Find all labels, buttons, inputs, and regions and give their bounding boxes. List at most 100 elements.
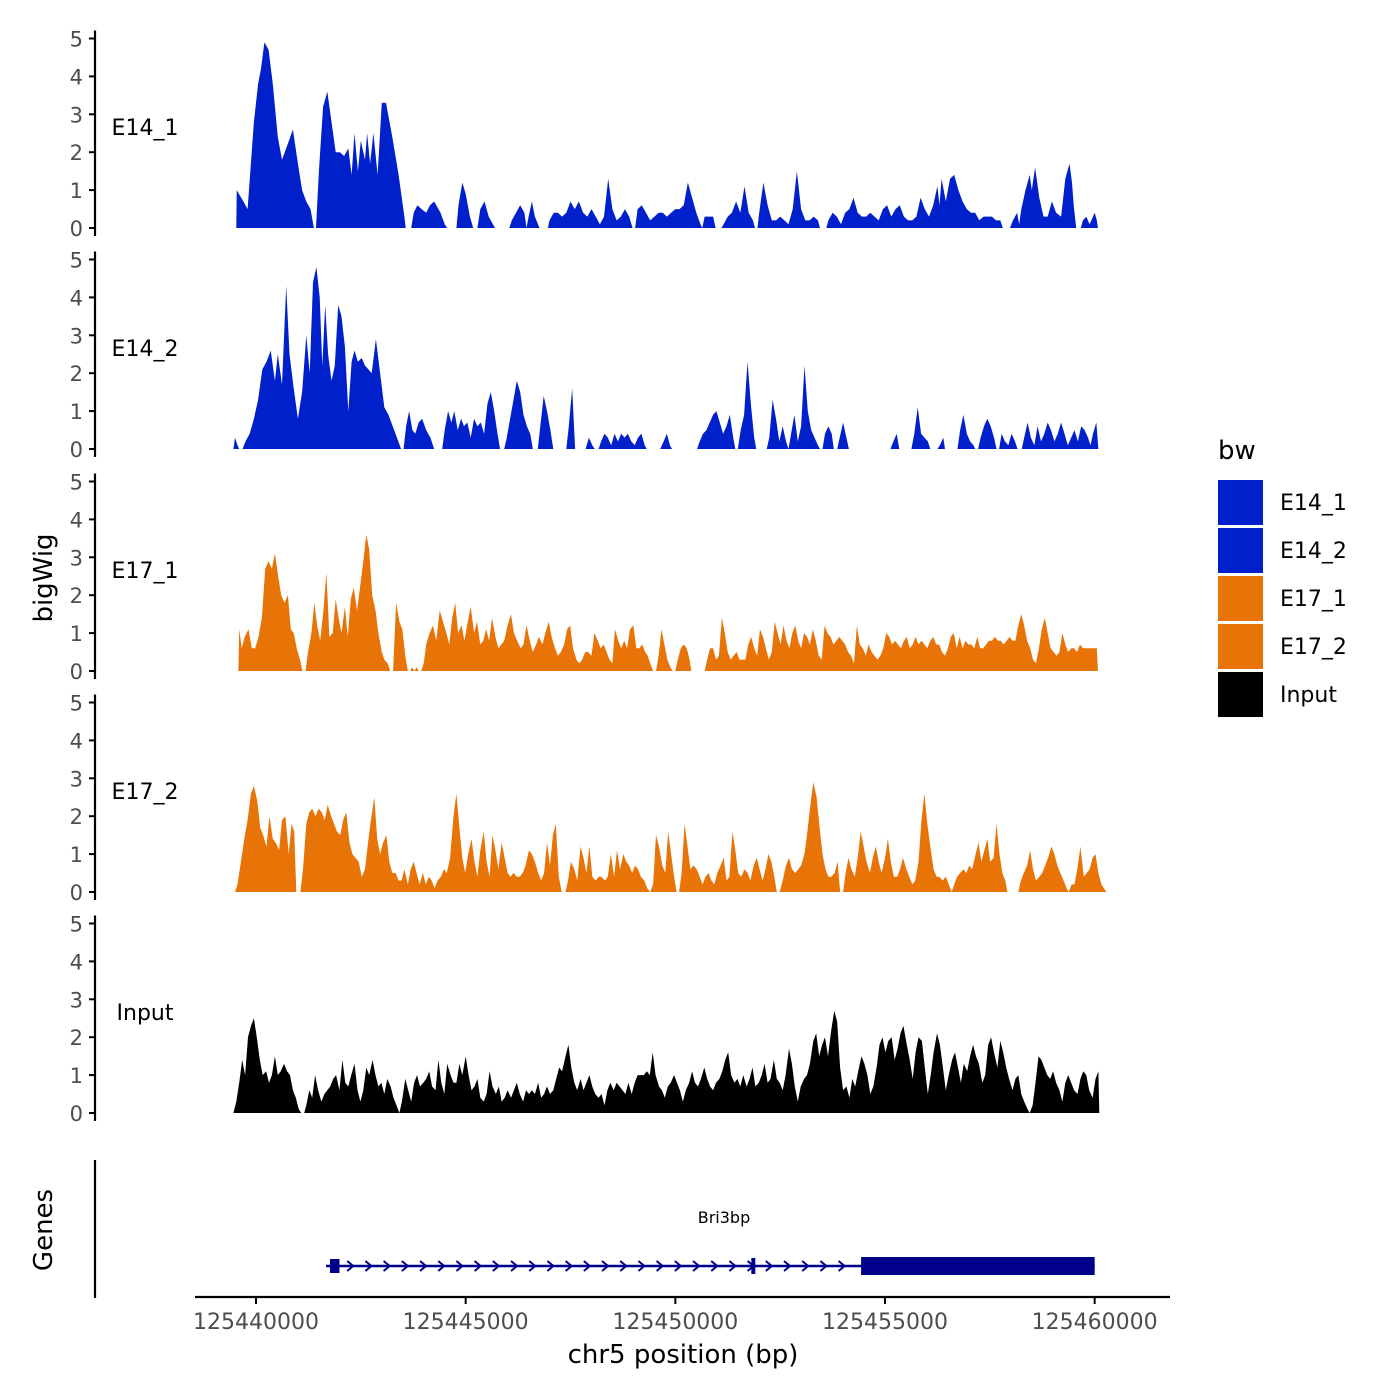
y-tick-label: 4 xyxy=(70,508,83,532)
track-label: E14_2 xyxy=(112,337,179,362)
strand-arrow xyxy=(419,1260,428,1272)
y-tick-label: 2 xyxy=(70,362,83,386)
legend-title: bw xyxy=(1218,436,1256,466)
track-E14_1: 0 1 2 3 4 5 E14_1 xyxy=(70,28,1099,241)
x-tick-label: 125440000 xyxy=(193,1310,319,1335)
coverage-tracks: 0 1 2 3 4 5 E14_1 0 1 2 3 4 5 E14_2 0 1 2 3 4 5 E17_1 0 1 2 3 4 5 E… xyxy=(70,28,1107,1126)
track-E14_2: 0 1 2 3 4 5 E14_2 xyxy=(70,249,1099,462)
strand-arrow xyxy=(837,1260,847,1272)
strand-arrow xyxy=(528,1260,537,1272)
legend-swatch xyxy=(1218,480,1263,525)
y-tick-label: 1 xyxy=(70,400,83,424)
y-tick-label: 2 xyxy=(70,141,83,165)
x-tick-label: 125445000 xyxy=(403,1310,529,1335)
strand-arrow xyxy=(637,1260,646,1272)
coverage-area-E14_1 xyxy=(236,42,1099,228)
legend-label: E17_1 xyxy=(1280,587,1347,612)
y-tick-label: 0 xyxy=(70,438,83,462)
y-tick-label: 2 xyxy=(70,805,83,829)
legend-item: E17_1 xyxy=(1218,576,1347,621)
gene-exon-thick xyxy=(861,1257,1095,1275)
y-tick-label: 3 xyxy=(70,324,83,348)
strand-arrow xyxy=(801,1260,810,1272)
coverage-area-E14_2 xyxy=(233,267,1099,449)
gene-track-title: Genes xyxy=(29,1189,59,1271)
y-tick-label: 0 xyxy=(70,1102,83,1126)
y-tick-label: 0 xyxy=(70,217,83,241)
y-tick-label: 4 xyxy=(70,729,83,753)
strand-arrow xyxy=(564,1260,574,1272)
coverage-area-E17_1 xyxy=(238,534,1098,671)
y-axis-title: bigWig xyxy=(29,533,59,622)
coverage-area-E17_2 xyxy=(235,782,1107,892)
strand-arrow xyxy=(692,1260,701,1272)
legend-label: E14_1 xyxy=(1280,491,1347,516)
y-tick-label: 3 xyxy=(70,103,83,127)
track-E17_2: 0 1 2 3 4 5 E17_2 xyxy=(70,692,1107,905)
gene-name-label: Bri3bp xyxy=(698,1208,751,1227)
strand-arrow xyxy=(473,1260,483,1272)
legend-label: E17_2 xyxy=(1280,635,1347,660)
strand-arrow xyxy=(583,1260,592,1272)
x-axis-title: chr5 position (bp) xyxy=(568,1340,799,1370)
y-tick-label: 4 xyxy=(70,286,83,310)
legend-label: E14_2 xyxy=(1280,539,1347,564)
strand-arrow xyxy=(765,1260,774,1272)
strand-arrow xyxy=(546,1260,555,1272)
strand-arrow xyxy=(492,1260,501,1272)
coverage-area-Input xyxy=(233,1010,1100,1113)
y-tick-label: 1 xyxy=(70,622,83,646)
track-label: E14_1 xyxy=(112,116,179,141)
y-tick-label: 1 xyxy=(70,179,83,203)
strand-arrow xyxy=(346,1260,355,1272)
y-tick-label: 4 xyxy=(70,950,83,974)
strand-arrow xyxy=(819,1260,828,1272)
y-tick-label: 3 xyxy=(70,988,83,1012)
y-tick-label: 4 xyxy=(70,65,83,89)
legend-item: E17_2 xyxy=(1218,624,1347,669)
strand-arrow xyxy=(783,1260,792,1272)
strand-arrow xyxy=(746,1260,756,1272)
strand-arrow xyxy=(510,1260,519,1272)
y-tick-label: 5 xyxy=(70,692,83,716)
strand-arrow xyxy=(382,1260,392,1272)
y-tick-label: 5 xyxy=(70,28,83,52)
track-label: E17_2 xyxy=(112,780,179,805)
legend-swatch xyxy=(1218,576,1263,621)
legend: bw E14_1 E14_2 E17_1 E17_2 Input xyxy=(1218,436,1347,717)
strand-arrow xyxy=(619,1260,628,1272)
y-tick-label: 3 xyxy=(70,767,83,791)
y-tick-label: 0 xyxy=(70,660,83,684)
y-tick-label: 5 xyxy=(70,249,83,273)
legend-label: Input xyxy=(1280,683,1337,708)
strand-arrow xyxy=(455,1260,464,1272)
x-axis: 125440000 125445000 125450000 125455000 1254… xyxy=(193,1295,1170,1335)
gene-exon xyxy=(330,1259,340,1273)
y-tick-label: 1 xyxy=(70,843,83,867)
legend-swatch xyxy=(1218,672,1263,717)
strand-arrow xyxy=(655,1260,665,1272)
y-tick-label: 5 xyxy=(70,913,83,937)
track-label: Input xyxy=(117,1001,174,1026)
x-tick-label: 125450000 xyxy=(612,1310,738,1335)
legend-item: E14_1 xyxy=(1218,480,1347,525)
legend-item: Input xyxy=(1218,672,1337,717)
x-tick-label: 125455000 xyxy=(822,1310,948,1335)
strand-arrow xyxy=(401,1260,410,1272)
gene-model: Bri3bp xyxy=(326,1208,1095,1275)
y-tick-label: 1 xyxy=(70,1064,83,1088)
legend-item: E14_2 xyxy=(1218,528,1347,573)
strand-arrow xyxy=(710,1260,719,1272)
strand-arrow xyxy=(728,1260,737,1272)
y-tick-label: 2 xyxy=(70,1026,83,1050)
track-Input: 0 1 2 3 4 5 Input xyxy=(70,913,1100,1126)
strand-arrow xyxy=(601,1260,610,1272)
track-label: E17_1 xyxy=(112,559,179,584)
strand-arrow xyxy=(437,1260,446,1272)
legend-items: E14_1 E14_2 E17_1 E17_2 Input xyxy=(1218,480,1347,717)
strand-arrow xyxy=(674,1260,683,1272)
gene-track: Bri3bp xyxy=(93,1160,1095,1298)
strand-arrow xyxy=(364,1260,373,1272)
legend-swatch xyxy=(1218,624,1263,669)
